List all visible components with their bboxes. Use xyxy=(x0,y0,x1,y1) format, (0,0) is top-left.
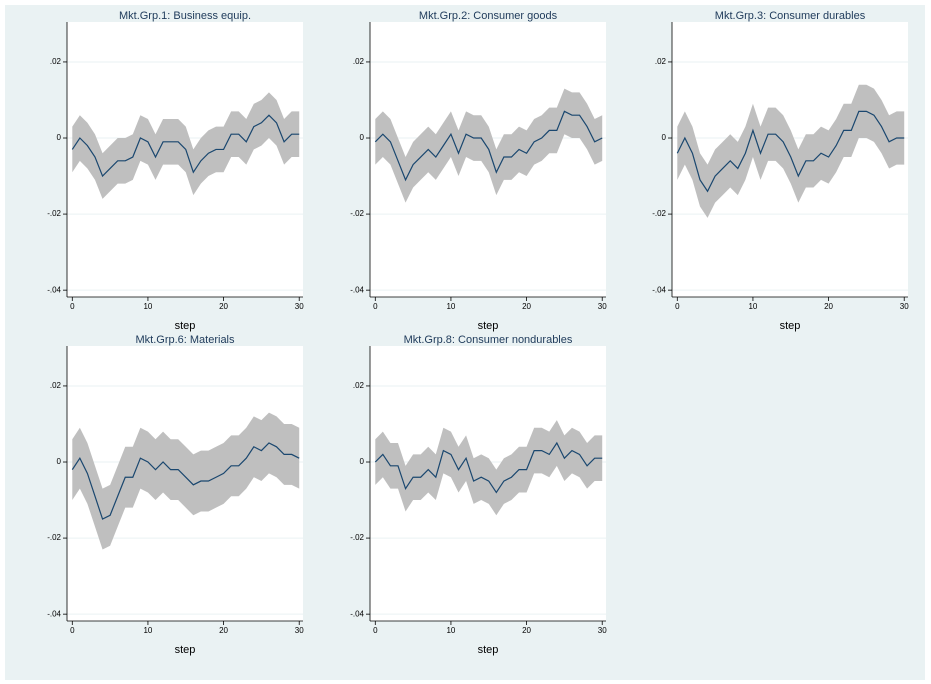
x-tick-label: 0 xyxy=(675,302,680,311)
x-tick-label: 10 xyxy=(446,626,455,635)
y-tick-label: -.04 xyxy=(47,609,61,618)
x-tick-label: 30 xyxy=(598,626,607,635)
x-axis-label: step xyxy=(478,644,499,656)
panel-title: Mkt.Grp.8: Consumer nondurables xyxy=(404,334,573,346)
confidence-band xyxy=(375,88,603,203)
irf-line xyxy=(676,110,905,193)
irf-line xyxy=(71,114,300,178)
y-tick-label: -.02 xyxy=(47,209,61,218)
panel-title: Mkt.Grp.2: Consumer goods xyxy=(419,10,558,22)
y-tick-label: 0 xyxy=(57,133,62,142)
y-tick-label: 0 xyxy=(57,457,62,466)
confidence-band xyxy=(72,412,300,550)
irf-line xyxy=(374,441,603,494)
x-tick-label: 0 xyxy=(70,626,75,635)
y-tick-label: -.02 xyxy=(652,209,666,218)
y-tick-label: .02 xyxy=(655,57,667,66)
y-tick-label: -.02 xyxy=(350,209,364,218)
x-tick-label: 0 xyxy=(373,626,378,635)
y-tick-label: 0 xyxy=(360,457,365,466)
x-axis-label: step xyxy=(175,320,196,332)
y-tick-label: -.02 xyxy=(350,533,364,542)
y-tick-label: .02 xyxy=(353,381,365,390)
y-tick-label: -.04 xyxy=(350,285,364,294)
y-tick-label: -.02 xyxy=(47,533,61,542)
x-tick-label: 0 xyxy=(373,302,378,311)
irf-line xyxy=(71,442,300,520)
y-tick-label: 0 xyxy=(360,133,365,142)
y-tick-label: 0 xyxy=(662,133,667,142)
panel-title: Mkt.Grp.6: Materials xyxy=(135,334,235,346)
y-tick-label: -.04 xyxy=(47,285,61,294)
panel-title: Mkt.Grp.1: Business equip. xyxy=(119,10,251,22)
y-tick-label: -.04 xyxy=(350,609,364,618)
x-tick-label: 30 xyxy=(295,626,304,635)
x-tick-label: 30 xyxy=(900,302,909,311)
x-axis-label: step xyxy=(175,644,196,656)
y-tick-label: -.04 xyxy=(652,285,666,294)
panel-title: Mkt.Grp.3: Consumer durables xyxy=(715,10,866,22)
x-tick-label: 10 xyxy=(446,302,455,311)
x-tick-label: 30 xyxy=(598,302,607,311)
confidence-band xyxy=(72,92,300,199)
x-tick-label: 10 xyxy=(748,302,757,311)
x-tick-label: 20 xyxy=(219,302,228,311)
x-tick-label: 30 xyxy=(295,302,304,311)
x-tick-label: 20 xyxy=(522,302,531,311)
y-tick-label: .02 xyxy=(353,57,365,66)
x-tick-label: 20 xyxy=(824,302,833,311)
x-tick-label: 0 xyxy=(70,302,75,311)
x-tick-label: 20 xyxy=(522,626,531,635)
x-axis-label: step xyxy=(780,320,801,332)
confidence-band xyxy=(375,420,603,516)
x-axis-label: step xyxy=(478,320,499,332)
x-tick-label: 20 xyxy=(219,626,228,635)
y-tick-label: .02 xyxy=(50,57,62,66)
confidence-band xyxy=(677,84,905,218)
y-tick-label: .02 xyxy=(50,381,62,390)
x-tick-label: 10 xyxy=(143,302,152,311)
x-tick-label: 10 xyxy=(143,626,152,635)
irf-line xyxy=(374,110,603,182)
